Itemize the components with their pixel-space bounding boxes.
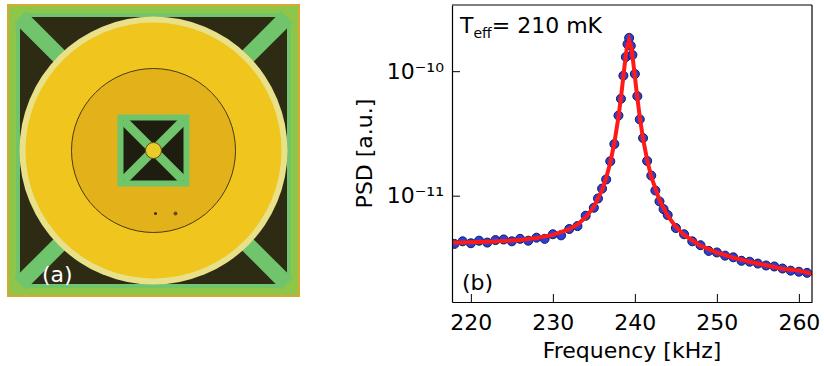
tick-mark [635, 294, 636, 302]
chip-window [18, 15, 289, 286]
membrane [26, 23, 282, 279]
tick-mark [452, 196, 460, 197]
annotation-base: T [459, 13, 474, 38]
center-hole [124, 121, 184, 181]
center-bar [124, 121, 184, 181]
y-axis-title: PSD [a.u.] [352, 99, 377, 209]
axis-line [452, 6, 453, 303]
tick-mark [553, 294, 554, 302]
frame [811, 5, 812, 302]
root: (a) 220 230 240 250 260 10⁻¹¹ 10⁻¹⁰ Frequency [k… [0, 0, 824, 366]
tick: 230 [532, 294, 574, 335]
tick-label: 10⁻¹¹ [387, 183, 444, 208]
tick-label: 250 [696, 310, 738, 335]
panel-label: (a) [42, 262, 73, 287]
chart: 220 230 240 250 260 10⁻¹¹ 10⁻¹⁰ Frequency [kHz]… [352, 5, 820, 363]
y-axis: 10⁻¹¹ 10⁻¹⁰ [387, 6, 460, 303]
tick-label: 240 [614, 310, 656, 335]
membrane-glow [20, 17, 288, 285]
tick: 220 [450, 294, 492, 335]
plot-background [452, 5, 812, 302]
tick-label: 10⁻¹⁰ [387, 59, 444, 84]
tick-mark [471, 294, 472, 302]
fit-line [452, 40, 812, 274]
defect [174, 212, 178, 216]
figure: (a) 220 230 240 250 260 10⁻¹¹ 10⁻¹⁰ Frequency [k… [0, 0, 824, 366]
annotation: Teff= 210 mK [459, 13, 603, 41]
tick: 10⁻¹⁰ [387, 59, 460, 84]
tick-mark [452, 71, 460, 72]
tick-label: 230 [532, 310, 574, 335]
membrane-inner [72, 69, 236, 233]
tick-label: 260 [778, 310, 820, 335]
chip-frame [8, 5, 299, 296]
plot-area [452, 33, 812, 277]
annotation-subscript: eff [473, 25, 492, 41]
center-bar [124, 121, 184, 181]
scatter-series [452, 33, 812, 277]
tick: 260 [778, 294, 820, 335]
image-panel: (a) [8, 5, 299, 296]
annotation-text: = 210 mK [492, 13, 603, 38]
tick-mark [717, 294, 718, 302]
panel-label: (b) [462, 270, 493, 295]
frame [452, 4, 812, 5]
tick-label: 220 [450, 310, 492, 335]
defect [154, 212, 157, 215]
center-disk [146, 143, 162, 159]
tick: 240 [614, 294, 656, 335]
tick: 10⁻¹¹ [387, 183, 460, 208]
tick: 250 [696, 294, 738, 335]
tick-mark [799, 294, 800, 302]
axis-line [453, 302, 813, 303]
center-pad [118, 115, 190, 187]
x-axis: 220 230 240 250 260 [450, 294, 820, 335]
x-axis-title: Frequency [kHz] [543, 338, 722, 363]
